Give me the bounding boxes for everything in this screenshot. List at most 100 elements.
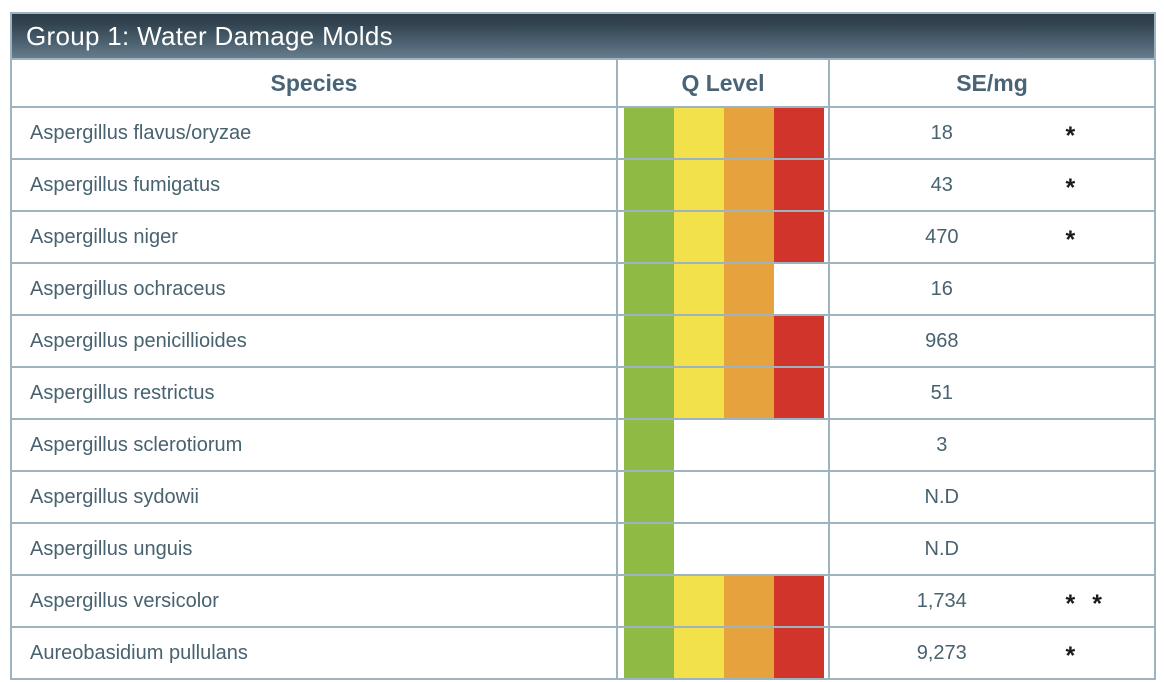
q-level-segment-4 [774,212,824,262]
q-level-segment-3 [724,316,774,366]
species-cell: Aureobasidium pullulans [12,628,618,678]
se-mg-cell: 43 * [830,160,1154,210]
significance-asterisks: * [1065,225,1081,254]
significance-asterisks [1054,286,1154,292]
species-cell: Aspergillus penicillioides [12,316,618,366]
q-level-segment-2 [674,108,724,158]
q-level-bar [618,108,830,158]
q-level-segment-1 [624,472,674,522]
q-level-segment-4 [774,576,824,626]
q-level-bar [618,420,830,470]
species-cell: Aspergillus sydowii [12,472,618,522]
q-level-bar [618,212,830,262]
table-row: Aureobasidium pullulans 9,273 * [12,626,1154,678]
significance-asterisks [1054,390,1154,396]
significance-asterisks [1054,494,1154,500]
q-level-segment-4 [774,368,824,418]
se-mg-cell: 9,273 * [830,628,1154,678]
se-value: 1,734 [916,589,967,612]
se-value: 51 [930,381,953,404]
q-level-segment-2 [674,316,724,366]
column-header-se-mg: SE/mg [830,60,1154,106]
se-value: 9,273 [916,641,967,664]
table-row: Aspergillus flavus/oryzae 18 * [12,106,1154,158]
species-cell: Aspergillus unguis [12,524,618,574]
q-level-segment-3 [724,628,774,678]
se-mg-cell: 51 [830,368,1154,418]
q-level-segment-3 [724,160,774,210]
q-level-segment-2 [674,628,724,678]
q-level-segment-1 [624,628,674,678]
se-value: 968 [925,329,959,352]
q-level-segment-1 [624,160,674,210]
species-cell: Aspergillus fumigatus [12,160,618,210]
se-mg-cell: 3 [830,420,1154,470]
species-cell: Aspergillus versicolor [12,576,618,626]
q-level-segment-2 [674,212,724,262]
se-mg-cell: N.D [830,472,1154,522]
species-cell: Aspergillus restrictus [12,368,618,418]
column-header-q-level: Q Level [618,60,830,106]
q-level-bar [618,160,830,210]
species-cell: Aspergillus flavus/oryzae [12,108,618,158]
q-level-segment-1 [624,576,674,626]
species-cell: Aspergillus ochraceus [12,264,618,314]
table-row: Aspergillus fumigatus 43 * [12,158,1154,210]
q-level-segment-4 [774,316,824,366]
q-level-segment-4 [774,628,824,678]
significance-asterisks [1054,546,1154,552]
se-value: 43 [930,173,953,196]
significance-asterisks [1054,442,1154,448]
species-cell: Aspergillus sclerotiorum [12,420,618,470]
q-level-bar [618,472,830,522]
se-value: 16 [930,277,953,300]
q-level-bar [618,628,830,678]
se-mg-cell: 16 [830,264,1154,314]
se-mg-cell: 18 * [830,108,1154,158]
table-row: Aspergillus sclerotiorum 3 [12,418,1154,470]
column-header-species: Species [12,60,618,106]
q-level-segment-1 [624,316,674,366]
q-level-segment-3 [724,264,774,314]
q-level-segment-1 [624,524,674,574]
q-level-segment-4 [774,160,824,210]
se-mg-cell: 470 * [830,212,1154,262]
table-row: Aspergillus penicillioides 968 [12,314,1154,366]
q-level-bar [618,316,830,366]
table-row: Aspergillus niger 470 * [12,210,1154,262]
table-row: Aspergillus sydowii N.D [12,470,1154,522]
se-mg-cell: 968 [830,316,1154,366]
q-level-segment-1 [624,420,674,470]
table-row: Aspergillus restrictus 51 [12,366,1154,418]
q-level-segment-1 [624,368,674,418]
q-level-segment-1 [624,264,674,314]
significance-asterisks: * [1065,173,1081,202]
q-level-segment-1 [624,108,674,158]
q-level-segment-2 [674,160,724,210]
table-body: Aspergillus flavus/oryzae 18 * Aspergill… [12,106,1154,678]
q-level-bar [618,576,830,626]
q-level-segment-3 [724,108,774,158]
se-value: N.D [924,485,959,508]
q-level-bar [618,264,830,314]
q-level-segment-4 [774,108,824,158]
species-cell: Aspergillus niger [12,212,618,262]
table-row: Aspergillus ochraceus 16 [12,262,1154,314]
q-level-segment-2 [674,576,724,626]
se-mg-cell: N.D [830,524,1154,574]
table-row: Aspergillus unguis N.D [12,522,1154,574]
se-value: 3 [936,433,948,456]
significance-asterisks: * [1065,641,1081,670]
table-row: Aspergillus versicolor 1,734 * * [12,574,1154,626]
q-level-segment-2 [674,368,724,418]
table-title: Group 1: Water Damage Molds [26,20,393,51]
table-header-row: Species Q Level SE/mg [12,58,1154,106]
significance-asterisks [1054,338,1154,344]
q-level-segment-3 [724,212,774,262]
mold-table: Group 1: Water Damage Molds Species Q Le… [10,12,1156,680]
se-value: 470 [925,225,959,248]
q-level-segment-3 [724,368,774,418]
significance-asterisks: * [1065,121,1081,150]
significance-asterisks: * * [1065,589,1107,618]
se-value: N.D [924,537,959,560]
